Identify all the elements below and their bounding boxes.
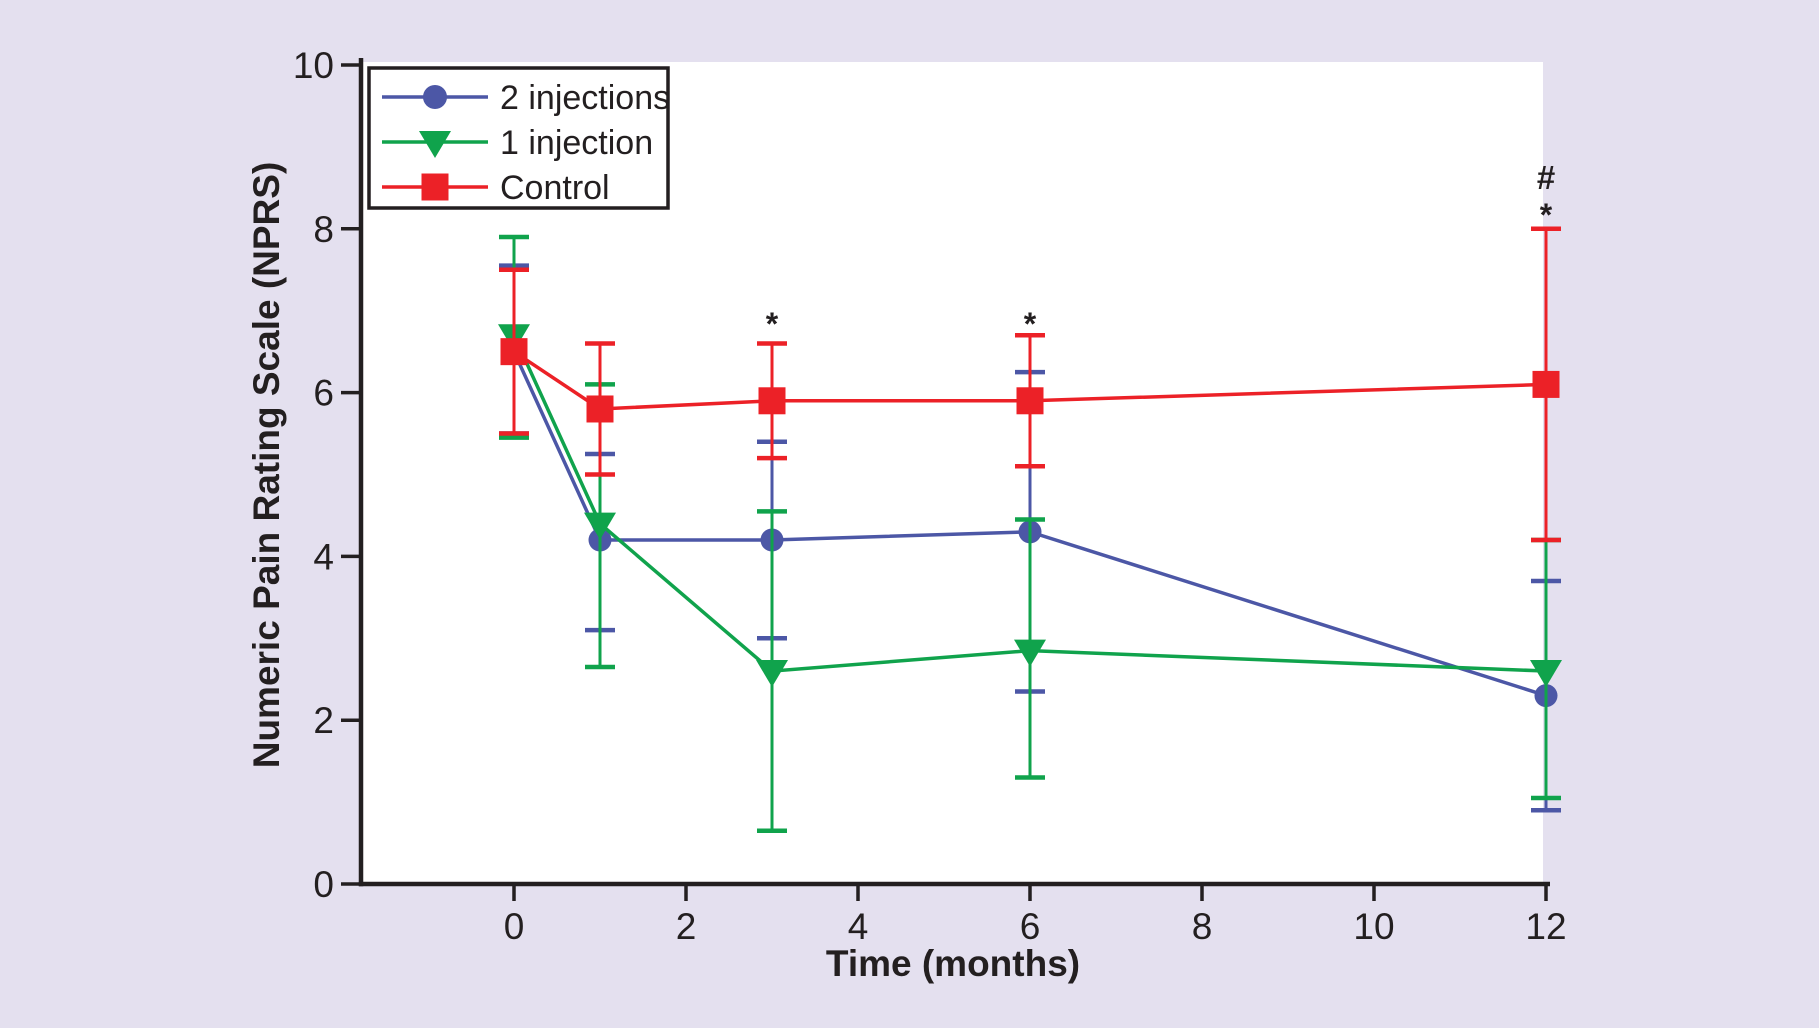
y-tick-label: 2: [313, 700, 334, 741]
significance-annotation: *: [1540, 197, 1553, 233]
triangle-down-marker: [1530, 660, 1562, 688]
legend-box: [367, 66, 670, 210]
triangle-down-marker: [756, 660, 788, 688]
circle-marker: [423, 85, 447, 109]
x-tick-label: 12: [1525, 906, 1566, 947]
y-axis-label: Numeric Pain Rating Scale (NPRS): [246, 162, 287, 769]
y-tick-label: 8: [313, 209, 334, 250]
y-tick-label: 0: [313, 864, 334, 905]
significance-annotation: #: [1537, 159, 1555, 196]
x-tick-label: 4: [848, 906, 869, 947]
triangle-down-marker: [419, 131, 451, 158]
triangle-down-marker: [1014, 639, 1046, 667]
significance-annotation: *: [766, 306, 779, 342]
square-marker: [421, 173, 449, 201]
legend-label: 2 injections: [500, 79, 670, 117]
legend: 2 injections 1 injection Control: [367, 66, 670, 210]
y-tick-label: 6: [313, 373, 334, 414]
significance-annotation: *: [1024, 306, 1037, 342]
x-tick-label: 10: [1353, 906, 1394, 947]
legend-label: 1 injection: [500, 124, 653, 162]
x-tick-label: 8: [1192, 906, 1213, 947]
legend-entry-control: Control: [382, 169, 610, 207]
square-marker: [500, 338, 528, 366]
x-tick-label: 2: [676, 906, 697, 947]
x-axis-label: Time (months): [826, 943, 1080, 984]
square-marker: [586, 395, 614, 423]
square-marker: [1532, 370, 1560, 398]
square-marker: [1016, 387, 1044, 415]
y-tick-label: 4: [313, 536, 334, 577]
chart-root: 0 2 4 6 8 10 0 2 4 6 8 10 12 Time (months) Numeric Pai…: [246, 45, 1567, 984]
legend-entry-1-injection: 1 injection: [382, 124, 653, 162]
triangle-down-marker: [584, 512, 616, 540]
x-tick-label: 6: [1020, 906, 1041, 947]
y-tick-label: 10: [293, 45, 334, 86]
legend-entry-2-injections: 2 injections: [382, 79, 670, 117]
series-control: [499, 226, 1561, 543]
square-marker: [758, 387, 786, 415]
legend-label: Control: [500, 169, 610, 207]
axes: 0 2 4 6 8 10 0 2 4 6 8 10 12: [293, 45, 1567, 947]
x-tick-label: 0: [504, 906, 525, 947]
